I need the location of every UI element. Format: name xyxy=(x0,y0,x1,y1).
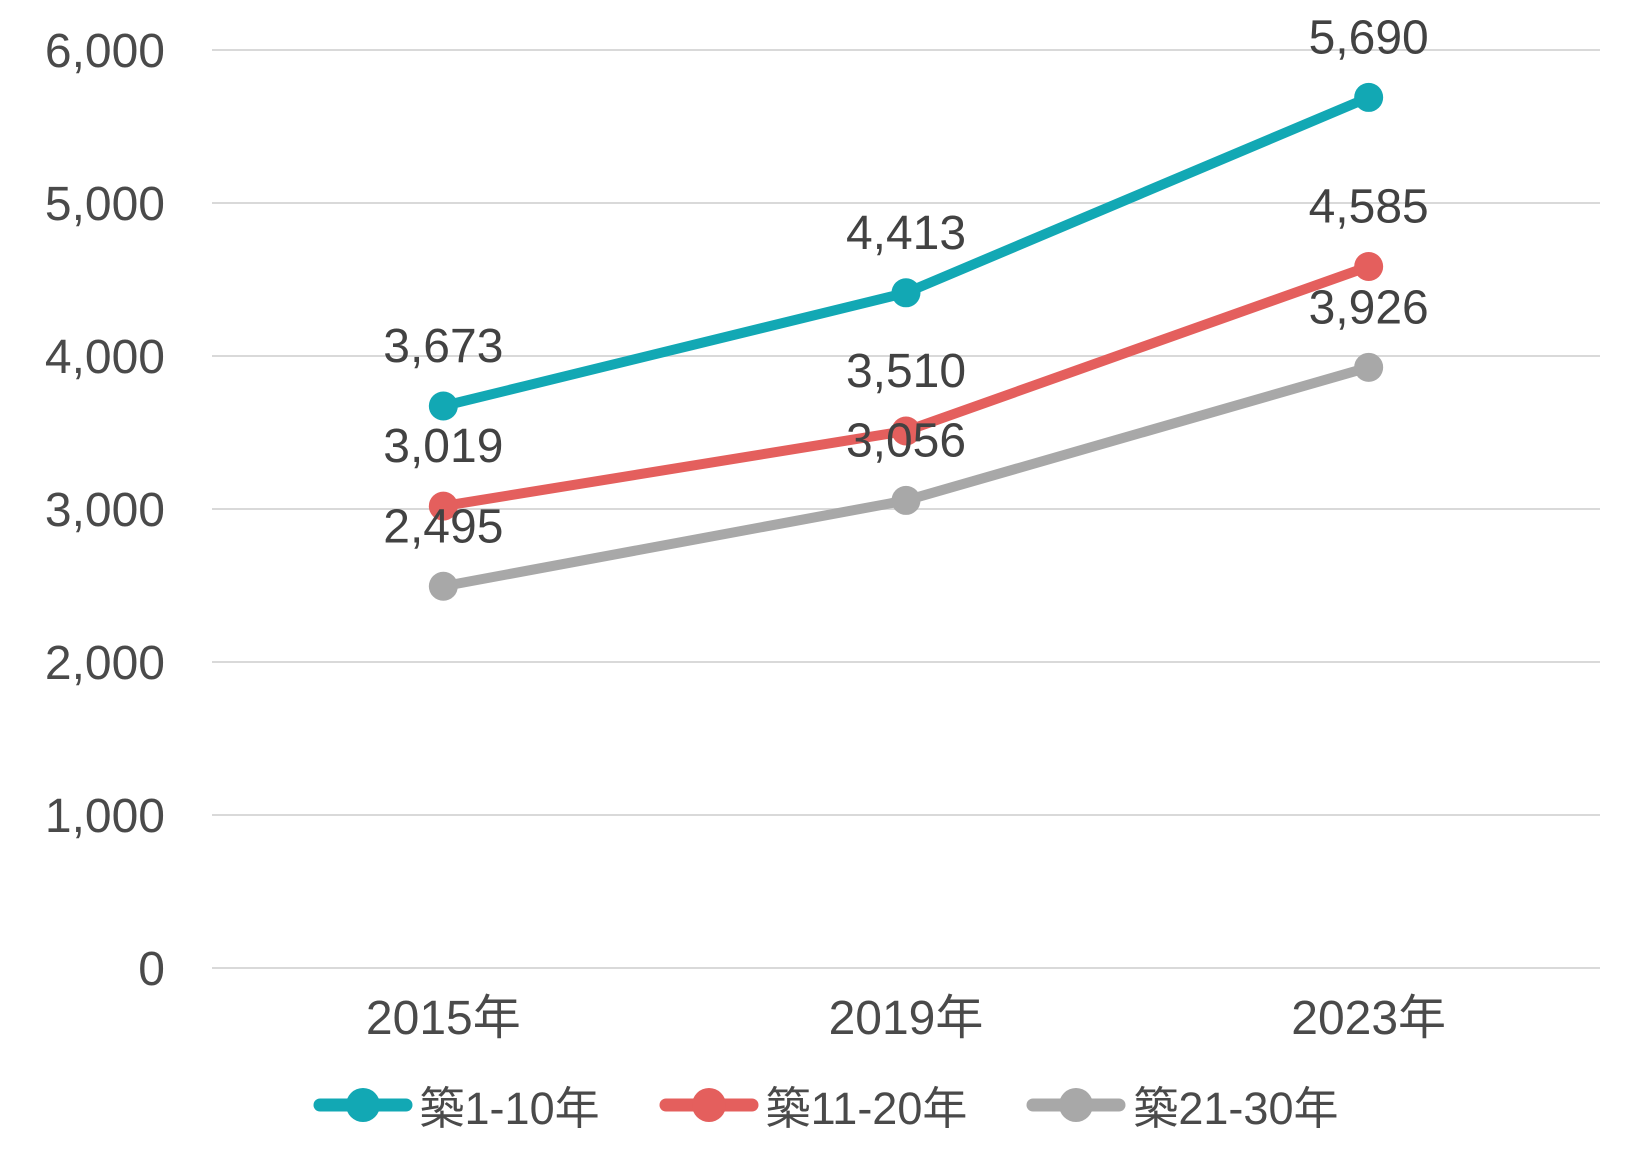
data-point-marker xyxy=(428,571,458,601)
y-axis-tick-label: 4,000 xyxy=(45,331,165,384)
legend-label: 築11-20年 xyxy=(765,1083,968,1134)
data-point-marker xyxy=(891,278,921,308)
legend-line-marker-icon xyxy=(659,1087,759,1122)
data-label: 3,019 xyxy=(383,420,503,473)
line-chart: 0 1,000 2,000 3,000 4,000 5,000 6,000 2015年 2019… xyxy=(45,11,1600,1045)
data-point-marker xyxy=(1354,352,1384,382)
data-label: 5,690 xyxy=(1309,11,1429,64)
legend-label: 築1-10年 xyxy=(419,1083,600,1134)
legend-item: 築11-20年 xyxy=(658,1072,968,1137)
legend-item: 築1-10年 xyxy=(312,1072,600,1137)
y-axis-tick-label: 1,000 xyxy=(45,790,165,843)
data-label: 4,413 xyxy=(846,207,966,260)
data-point-marker xyxy=(891,416,921,446)
data-label: 3,056 xyxy=(846,414,966,467)
data-label: 4,585 xyxy=(1309,180,1429,233)
legend-line-marker-icon xyxy=(1026,1087,1126,1122)
x-axis-tick-label: 2019年 xyxy=(829,992,984,1045)
legend-item: 築21-30年 xyxy=(1025,1072,1338,1137)
data-label: 2,495 xyxy=(383,500,503,553)
data-label: 3,926 xyxy=(1309,281,1429,334)
legend-line-marker-icon xyxy=(313,1087,413,1122)
data-point-marker xyxy=(891,485,921,515)
x-axis-tick-label: 2015年 xyxy=(366,992,521,1045)
data-point-marker xyxy=(1354,82,1384,112)
y-axis-tick-label: 6,000 xyxy=(45,25,165,78)
data-point-marker xyxy=(428,491,458,521)
y-axis-tick-label: 0 xyxy=(138,943,165,996)
data-point-marker xyxy=(428,391,458,421)
data-label: 3,673 xyxy=(383,320,503,373)
chart-legend: 築1-10年 築11-20年 築21-30年 xyxy=(0,1072,1650,1137)
y-axis-tick-label: 2,000 xyxy=(45,637,165,690)
y-axis-tick-label: 5,000 xyxy=(45,178,165,231)
x-axis-tick-label: 2023年 xyxy=(1291,992,1446,1045)
y-axis-tick-label: 3,000 xyxy=(45,484,165,537)
series-line-2 xyxy=(438,362,1374,592)
data-label: 3,510 xyxy=(846,345,966,398)
legend-label: 築21-30年 xyxy=(1133,1083,1339,1134)
data-point-marker xyxy=(1354,251,1384,281)
